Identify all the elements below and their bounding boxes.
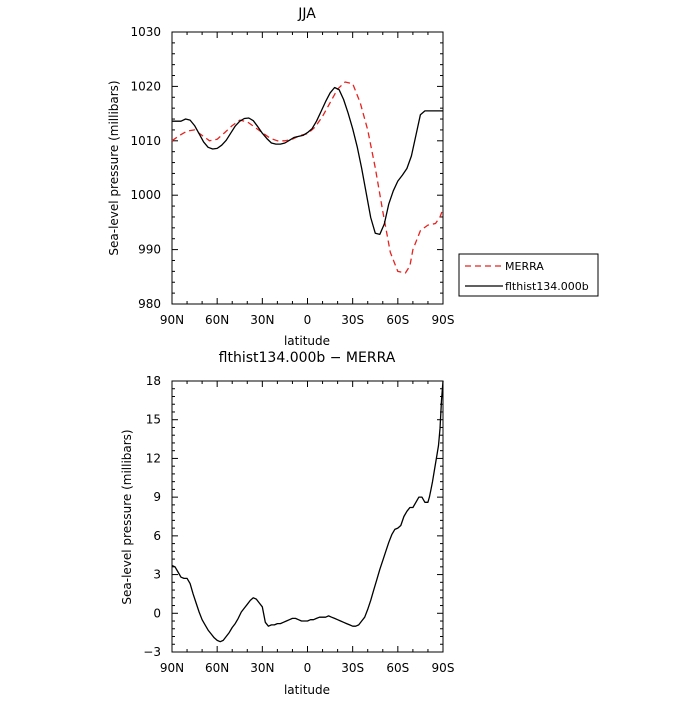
top-chart-panel: JJA 980 990 1000 1010 1020 1030 90N 60N 30N 0 30S… [107,6,454,348]
bottom-chart-y-axis: −3 0 3 6 9 12 15 18 [143,374,443,659]
top-chart-x-tick-label: 30N [250,313,274,327]
top-chart-y-axis-label: Sea-level pressure (millibars) [107,80,121,255]
top-chart-y-tick-label: 1030 [130,25,161,39]
bottom-chart-x-tick-label: 60N [205,661,229,675]
bottom-chart-y-tick-label: 18 [146,374,161,388]
bottom-chart-x-tick-label: 0 [304,661,312,675]
bottom-chart-x-tick-label: 60S [386,661,409,675]
bottom-chart-y-axis-label: Sea-level pressure (millibars) [120,429,134,604]
legend: MERRA flthist134.000b [458,253,599,297]
top-chart-series-line-flthist134-000b [172,86,443,236]
bottom-chart-series-line-0 [171,380,444,643]
top-chart-frame [171,31,444,305]
top-chart-x-tick-label: 90S [432,313,455,327]
bottom-chart-x-tick-label: 90N [160,661,184,675]
bottom-chart-x-axis-label: latitude [284,683,330,697]
top-chart-y-tick-label: 1020 [130,79,161,93]
bottom-chart-x-axis: 90N 60N 30N 0 30S 60S 90S [160,381,455,675]
bottom-chart-y-tick-label: 12 [146,451,161,465]
bottom-chart-x-tick-label: 30S [341,661,364,675]
top-chart-y-tick-label: 990 [138,243,161,257]
top-chart-x-tick-label: 0 [304,313,312,327]
top-chart-x-tick-label: 60S [386,313,409,327]
top-chart-y-tick-label: 1000 [130,188,161,202]
bottom-chart-y-tick-label: 15 [146,413,161,427]
bottom-chart-y-tick-label: 9 [153,490,161,504]
top-chart-title: JJA [297,6,316,22]
top-chart-y-tick-label: 980 [138,297,161,311]
top-chart-y-tick-label: 1010 [130,134,161,148]
legend-label-merra: MERRA [505,260,544,273]
top-chart-x-tick-label: 60N [205,313,229,327]
bottom-chart-y-tick-label: −3 [143,645,161,659]
top-chart-x-tick-label: 90N [160,313,184,327]
top-chart-series-line-merra [171,81,444,274]
bottom-chart-x-tick-label: 90S [432,661,455,675]
legend-label-flthist: flthist134.000b [505,280,589,293]
bottom-chart-x-tick-label: 30N [250,661,274,675]
bottom-chart-frame [171,380,444,653]
top-chart-y-axis: 980 990 1000 1010 1020 1030 [130,25,443,311]
bottom-chart-title: flthist134.000b − MERRA [219,350,396,366]
top-chart-series-group [171,81,444,274]
top-chart-x-axis: 90N 60N 30N 0 30S 60S 90S [160,32,455,327]
bottom-chart-series-group [171,380,444,643]
bottom-chart-panel: flthist134.000b − MERRA −3 0 3 6 9 12 15 18 90N… [120,350,454,697]
top-chart-x-tick-label: 30S [341,313,364,327]
bottom-chart-y-tick-label: 3 [153,568,161,582]
top-chart-x-axis-label: latitude [284,334,330,348]
bottom-chart-y-tick-label: 0 [153,606,161,620]
legend-box [458,253,599,297]
bottom-chart-y-tick-label: 6 [153,529,161,543]
